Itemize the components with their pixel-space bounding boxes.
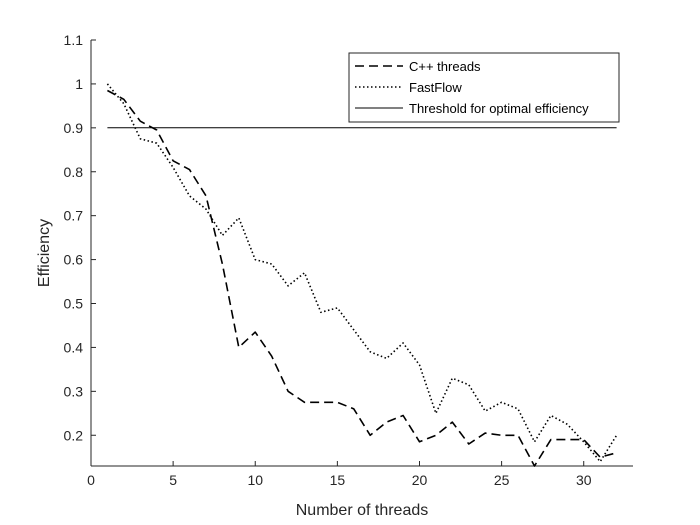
x-tick-label: 15 bbox=[330, 472, 346, 488]
y-axis-label: Efficiency bbox=[36, 219, 53, 287]
y-tick-label: 0.8 bbox=[64, 164, 84, 180]
y-tick-label: 0.5 bbox=[64, 296, 84, 312]
y-tick-label: 0.7 bbox=[64, 208, 84, 224]
x-tick-label: 25 bbox=[494, 472, 510, 488]
x-tick-label: 0 bbox=[87, 472, 95, 488]
x-tick-group: 0 5 10 15 20 25 30 bbox=[87, 461, 592, 488]
y-tick-label: 0.6 bbox=[64, 252, 84, 268]
y-tick-label: 1 bbox=[75, 76, 83, 92]
x-tick-label: 20 bbox=[412, 472, 428, 488]
y-tick-label: 0.3 bbox=[64, 383, 84, 399]
x-tick-label: 10 bbox=[247, 472, 263, 488]
y-tick-group: 0.2 0.3 0.4 0.5 0.6 0.7 0.8 0.9 1 1.1 bbox=[64, 32, 96, 443]
y-tick-label: 0.9 bbox=[64, 120, 84, 136]
legend-box bbox=[348, 52, 620, 123]
axes bbox=[90, 40, 633, 467]
legend-label-fastflow: FastFlow bbox=[409, 80, 462, 95]
series-line-fastflow bbox=[106, 83, 618, 463]
legend-label-threshold: Threshold for optimal efficiency bbox=[409, 101, 589, 116]
series-layer bbox=[106, 83, 618, 467]
x-axis-label: Number of threads bbox=[296, 502, 429, 519]
series-line-cpp-threads bbox=[107, 89, 617, 467]
x-tick-label: 5 bbox=[169, 472, 177, 488]
legend: C++ threads FastFlow Threshold for optimal… bbox=[348, 52, 620, 123]
y-tick-label: 0.2 bbox=[64, 427, 84, 443]
legend-label-cpp-threads: C++ threads bbox=[409, 59, 481, 74]
y-tick-label: 1.1 bbox=[64, 32, 84, 48]
x-tick-label: 30 bbox=[576, 472, 592, 488]
y-tick-label: 0.4 bbox=[64, 339, 84, 355]
